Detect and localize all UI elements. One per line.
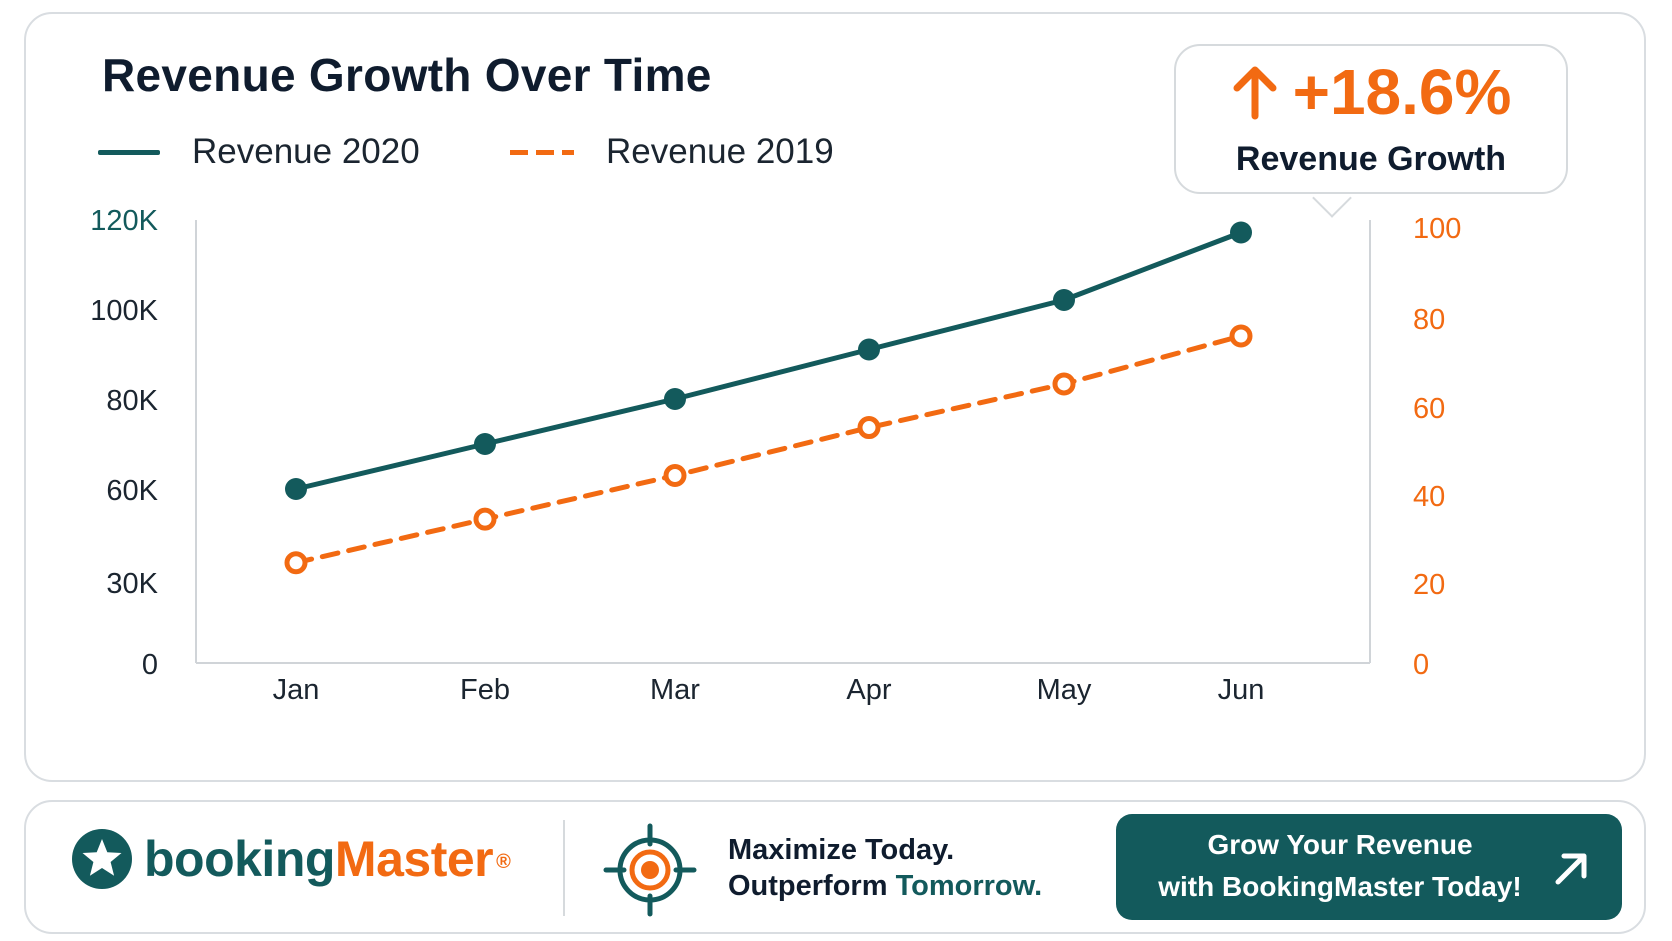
data-point-2019 — [857, 416, 881, 440]
data-point-2019 — [284, 551, 308, 575]
y-left-tick-label: 80K — [106, 385, 158, 417]
brand-name: bookingMaster ® — [144, 830, 511, 888]
growth-value: +18.6% — [1292, 56, 1512, 128]
y-right-tick-label: 80 — [1413, 304, 1445, 336]
brand-registered-mark: ® — [496, 851, 511, 874]
x-tick-label: Apr — [846, 674, 891, 706]
footer-divider — [563, 820, 565, 916]
y-right-tick-label: 0 — [1413, 649, 1429, 681]
growth-callout: +18.6% Revenue Growth — [1174, 44, 1568, 194]
cta-button[interactable]: Grow Your Revenue with BookingMaster Tod… — [1116, 814, 1622, 920]
y-right-tick-label: 100 — [1413, 213, 1461, 245]
y-left-tick-label: 120K — [90, 205, 158, 237]
tagline-line-2: Outperform Tomorrow. — [728, 868, 1042, 904]
tagline-line-2-accent: Tomorrow. — [895, 870, 1043, 902]
series-line-2019 — [293, 333, 1244, 566]
cta-line-1: Grow Your Revenue — [1207, 829, 1473, 860]
arrow-up-icon — [1233, 66, 1277, 120]
brand-name-booking: booking — [144, 831, 335, 887]
legend-item-2019: Revenue 2019 — [510, 132, 834, 172]
y-left-tick-label: 30K — [106, 568, 158, 600]
growth-label: Revenue Growth — [1235, 140, 1507, 178]
footer-tagline: Maximize Today. Outperform Tomorrow. — [728, 832, 1042, 904]
data-point-2020 — [285, 478, 307, 500]
series-line-2020 — [293, 230, 1244, 492]
target-icon — [603, 823, 697, 917]
data-point-2019 — [1052, 372, 1076, 396]
y-left-tick-label: 60K — [106, 475, 158, 507]
legend-swatch-2020 — [98, 149, 160, 155]
data-point-2020 — [858, 338, 880, 361]
line-chart: 0 30K 60K 80K 100K 120K 0 20 40 60 80 100 Jan Feb Mar A… — [90, 205, 1461, 706]
legend-item-2020: Revenue 2020 — [98, 132, 420, 172]
legend-swatch-2019 — [510, 149, 574, 155]
arrow-up-right-icon — [1555, 853, 1587, 885]
x-tick-label: Mar — [650, 674, 700, 706]
tagline-line-1: Maximize Today. — [728, 834, 955, 866]
brand-logo[interactable]: bookingMaster ® — [70, 827, 511, 891]
chart-title: Revenue Growth Over Time — [102, 49, 712, 101]
growth-row: +18.6% — [1176, 60, 1566, 124]
tagline-line-2-prefix: Outperform — [728, 870, 888, 902]
y-right-tick-label: 20 — [1413, 569, 1445, 601]
x-tick-label: Feb — [460, 674, 510, 706]
x-tick-label: Jun — [1218, 674, 1265, 706]
y-left-tick-label: 0 — [142, 649, 158, 681]
data-point-2019 — [473, 507, 497, 531]
data-point-2019 — [663, 464, 687, 488]
data-point-2020 — [474, 433, 496, 455]
x-tick-label: Jan — [273, 674, 320, 706]
y-right-tick-label: 40 — [1413, 481, 1445, 513]
legend-label-2020: Revenue 2020 — [192, 132, 420, 171]
y-left-tick-label: 100K — [90, 295, 158, 327]
data-point-2020 — [664, 388, 686, 410]
data-point-2019 — [1229, 324, 1253, 348]
legend-label-2019: Revenue 2019 — [606, 132, 834, 171]
cta-line-2: with BookingMaster Today! — [1158, 871, 1522, 902]
brand-name-master: Master — [334, 831, 494, 887]
x-tick-label: May — [1037, 674, 1092, 706]
data-point-2020 — [1230, 221, 1252, 244]
data-point-2020 — [1053, 289, 1075, 311]
y-right-tick-label: 60 — [1413, 393, 1445, 425]
star-badge-icon — [72, 829, 132, 889]
